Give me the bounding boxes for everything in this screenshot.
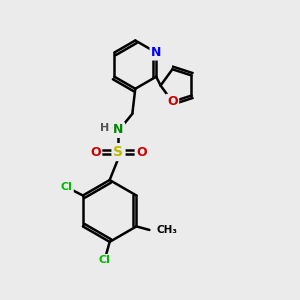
Text: N: N: [113, 124, 124, 136]
Text: O: O: [167, 95, 178, 108]
Text: Cl: Cl: [61, 182, 73, 192]
Text: H: H: [100, 123, 110, 133]
Text: Cl: Cl: [98, 255, 110, 265]
Text: N: N: [151, 46, 161, 59]
Text: S: S: [113, 145, 124, 159]
Text: O: O: [90, 146, 101, 159]
Text: CH₃: CH₃: [156, 225, 177, 235]
Text: O: O: [136, 146, 147, 159]
